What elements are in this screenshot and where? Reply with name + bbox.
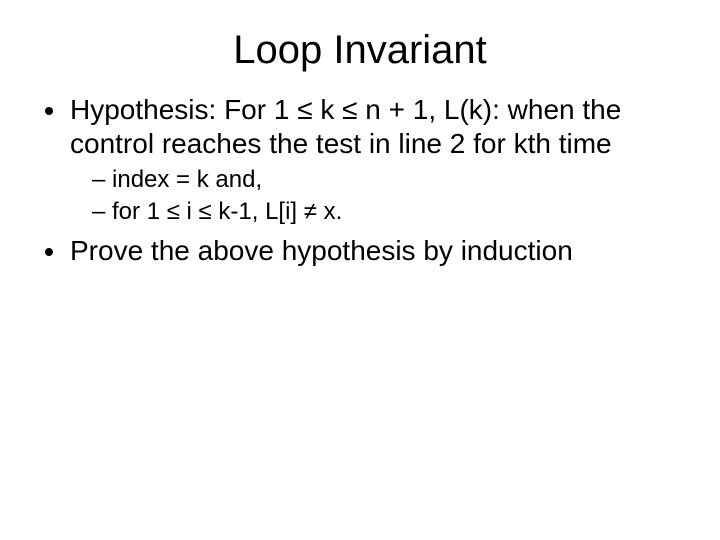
slide-body: Hypothesis: For 1 ≤ k ≤ n + 1, L(k): whe… xyxy=(0,93,720,268)
slide: Loop Invariant Hypothesis: For 1 ≤ k ≤ n… xyxy=(0,0,720,540)
bullet-list: Hypothesis: For 1 ≤ k ≤ n + 1, L(k): whe… xyxy=(36,93,684,268)
sub-bullet-text: index = k and, xyxy=(112,166,262,193)
bullet-item: Prove the above hypothesis by induction xyxy=(68,234,684,268)
sub-bullet-text: for 1 ≤ i ≤ k-1, L[i] ≠ x. xyxy=(112,198,342,225)
sub-bullet-list: index = k and, for 1 ≤ i ≤ k-1, L[i] ≠ x… xyxy=(70,165,684,226)
bullet-item: Hypothesis: For 1 ≤ k ≤ n + 1, L(k): whe… xyxy=(68,93,684,226)
bullet-text: Prove the above hypothesis by induction xyxy=(70,235,573,266)
slide-title: Loop Invariant xyxy=(0,0,720,93)
sub-bullet-item: for 1 ≤ i ≤ k-1, L[i] ≠ x. xyxy=(92,197,684,226)
sub-bullet-item: index = k and, xyxy=(92,165,684,194)
bullet-text: Hypothesis: For 1 ≤ k ≤ n + 1, L(k): whe… xyxy=(70,94,621,159)
